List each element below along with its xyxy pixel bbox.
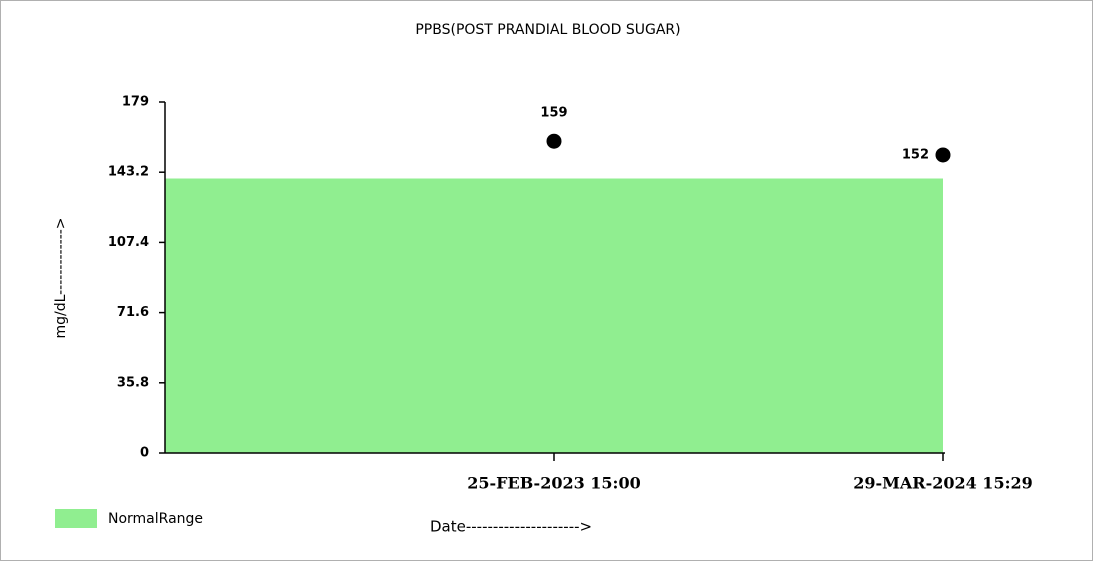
y-tick-label: 35.8 bbox=[117, 375, 149, 390]
x-axis-label: Date---------------------> bbox=[430, 518, 592, 536]
y-axis-label: mg/dL-------------> bbox=[53, 217, 69, 338]
legend-swatch bbox=[55, 509, 97, 528]
chart-title: PPBS(POST PRANDIAL BLOOD SUGAR) bbox=[415, 22, 680, 38]
y-tick-label: 179 bbox=[122, 95, 149, 110]
data-label: 159 bbox=[540, 106, 567, 121]
y-tick-label: 0 bbox=[140, 446, 149, 461]
legend-label: NormalRange bbox=[108, 511, 203, 527]
normal-range-area bbox=[165, 178, 943, 453]
data-label: 152 bbox=[902, 147, 929, 162]
x-tick-label: 25-FEB-2023 15:00 bbox=[467, 474, 640, 493]
data-point bbox=[935, 147, 951, 163]
x-tick-label: 29-MAR-2024 15:29 bbox=[853, 474, 1033, 493]
y-tick-label: 71.6 bbox=[117, 305, 149, 320]
y-tick-label: 143.2 bbox=[108, 165, 149, 180]
y-tick-label: 107.4 bbox=[108, 235, 149, 250]
data-point bbox=[546, 133, 562, 149]
